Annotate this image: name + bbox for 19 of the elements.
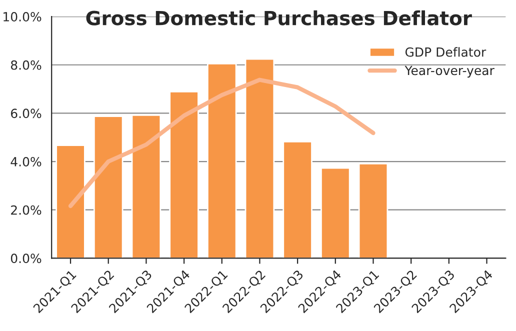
bar (358, 163, 388, 258)
bar (169, 91, 199, 258)
y-tick-label: 10.0% (4, 12, 42, 22)
chart-title: Gross Domestic Purchases Deflator (86, 10, 472, 26)
bar (206, 62, 237, 258)
y-tick-label: 8.0% (10, 60, 42, 70)
bar (244, 58, 275, 258)
bar (131, 114, 162, 258)
legend-label: GDP Deflator (405, 47, 486, 57)
bar (93, 116, 124, 258)
y-tick-label: 2.0% (11, 205, 42, 215)
bar (56, 144, 86, 258)
legend-label: Year-over-year (404, 66, 494, 78)
line-series (68, 78, 376, 208)
bar (320, 167, 350, 258)
y-tick-label: 4.0% (10, 157, 42, 166)
y-tick-label: 6.0% (10, 108, 42, 118)
y-tick-label: 0.0% (10, 254, 42, 264)
bar (282, 141, 312, 258)
